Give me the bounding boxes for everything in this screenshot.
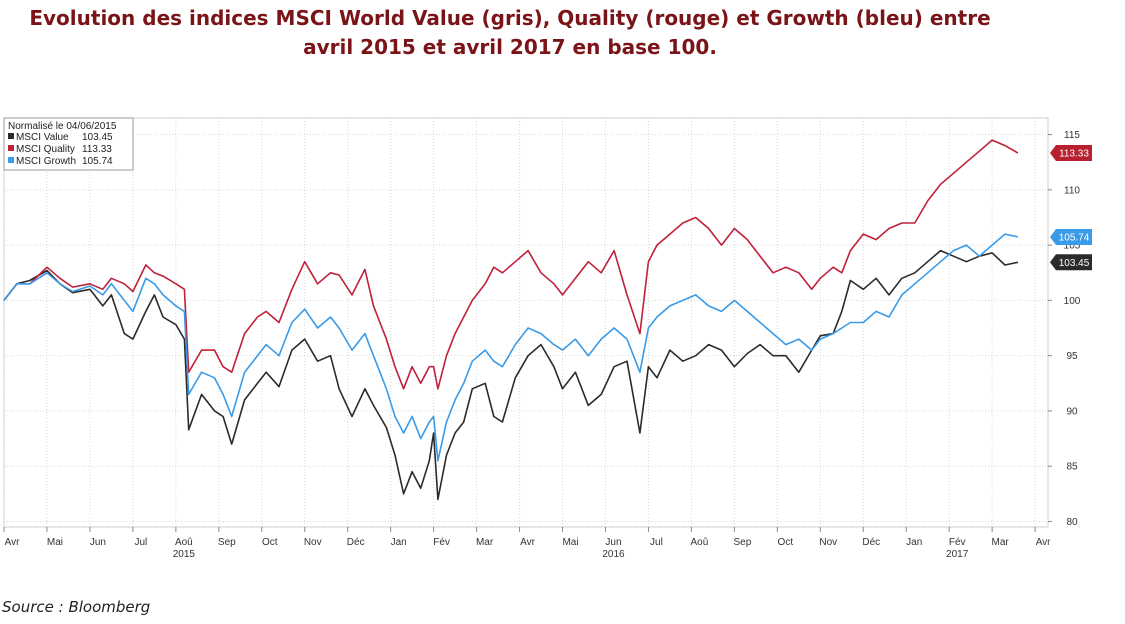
y-tick-label: 80: [1066, 517, 1078, 528]
last-value-tag-bg: [1050, 145, 1092, 162]
x-tick-label: Déc: [347, 537, 365, 548]
x-tick-label: Aoû: [175, 537, 193, 548]
x-tick-label: Jul: [650, 537, 663, 548]
x-tick-label: Nov: [819, 537, 837, 548]
y-tick-label: 95: [1066, 351, 1078, 362]
legend-swatch: [8, 133, 14, 139]
last-value-tag-bg: [1050, 254, 1092, 271]
legend-title: Normalisé le 04/06/2015: [8, 121, 117, 132]
x-tick-label: Fév: [433, 537, 450, 548]
chart-title: Evolution des indices MSCI World Value (…: [0, 4, 1020, 62]
x-tick-label: Jun: [90, 537, 106, 548]
series-line-msci-growth: [3, 233, 1019, 462]
last-value-tag: 113.33: [1050, 145, 1092, 162]
legend-value: 105.74: [82, 156, 113, 167]
title-line-1: Evolution des indices MSCI World Value (…: [29, 6, 991, 30]
last-value-tag: 105.74: [1050, 228, 1092, 245]
title-line-2: avril 2015 et avril 2017 en base 100.: [303, 35, 717, 59]
last-value-tag-label: 113.33: [1059, 149, 1089, 160]
source-note: Source : Bloomberg: [2, 598, 151, 616]
x-tick-label: Oct: [262, 537, 278, 548]
x-tick-label: Avr: [520, 537, 535, 548]
x-tick-label: Nov: [304, 537, 322, 548]
x-tick-label: Sep: [733, 537, 751, 548]
x-tick-label: Aoû: [691, 537, 709, 548]
x-tick-label: Avr: [5, 537, 20, 548]
y-tick-label: 100: [1064, 296, 1081, 307]
series-line-msci-quality: [3, 139, 1019, 390]
series-line-msci-value: [3, 249, 1019, 501]
x-tick-label: Déc: [862, 537, 880, 548]
legend-value: 103.45: [82, 132, 113, 143]
last-value-tag-label: 105.74: [1059, 232, 1090, 243]
x-tick-label: Mar: [476, 537, 494, 548]
x-tick-label: Sep: [218, 537, 236, 548]
y-tick-label: 90: [1066, 406, 1078, 417]
last-value-tag-label: 103.45: [1059, 258, 1090, 269]
x-tick-label: Jun: [605, 537, 621, 548]
x-year-label: 2015: [173, 549, 196, 560]
y-tick-label: 110: [1064, 185, 1080, 196]
legend-label: MSCI Quality: [16, 144, 75, 155]
x-tick-label: Jul: [134, 537, 147, 548]
x-tick-label: Mar: [992, 537, 1010, 548]
x-tick-label: Jan: [906, 537, 922, 548]
x-year-label: 2016: [602, 549, 625, 560]
y-tick-label: 115: [1064, 130, 1080, 141]
legend-value: 113.33: [82, 144, 112, 155]
x-tick-label: Jan: [391, 537, 407, 548]
legend-label: MSCI Growth: [16, 156, 76, 167]
y-tick-label: 105: [1064, 241, 1081, 252]
x-year-label: 2017: [946, 549, 969, 560]
plot-area: [3, 117, 1049, 528]
legend-swatch: [8, 145, 14, 151]
x-tick-label: Oct: [778, 537, 794, 548]
legend-swatch: [8, 157, 14, 163]
y-tick-label: 85: [1066, 462, 1078, 473]
x-tick-label: Mai: [562, 537, 578, 548]
x-tick-label: Avr: [1036, 537, 1051, 548]
legend-label: MSCI Value: [16, 132, 69, 143]
last-value-tag-bg: [1050, 228, 1092, 245]
last-value-tag: 103.45: [1050, 254, 1092, 271]
x-tick-label: Mai: [47, 537, 63, 548]
x-tick-label: Fév: [949, 537, 966, 548]
legend-box: [3, 117, 134, 171]
